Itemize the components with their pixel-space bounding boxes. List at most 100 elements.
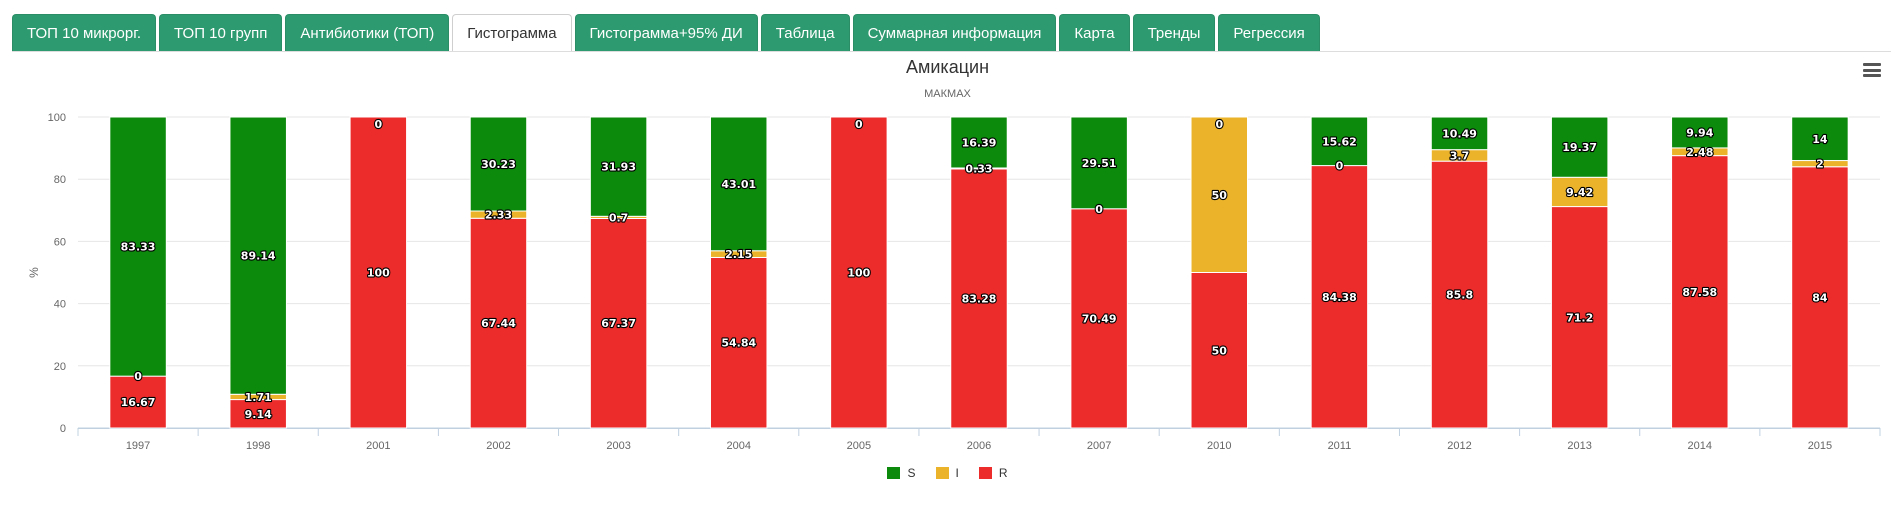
data-label-r-2004: 54.84 [721,337,756,350]
data-label-top-2005: 0 [855,118,863,131]
bar-r-2005 [830,116,888,429]
tab-summary[interactable]: Суммарная информация [852,14,1057,52]
tab-bar: ТОП 10 микрорг. ТОП 10 групп Антибиотики… [12,14,1320,52]
data-label-r-2014: 87.58 [1682,286,1717,299]
tab-table[interactable]: Таблица [760,14,850,52]
bar-r-2002 [469,217,528,429]
chart-title: Амикацин [905,57,990,77]
x-tick-label: 2004 [726,440,750,452]
data-label-s-2014: 9.94 [1686,126,1713,139]
bar-r-1998 [229,399,287,429]
tab-map[interactable]: Карта [1059,14,1130,52]
data-label-r-2015: 84 [1812,291,1828,304]
data-label-i-2014: 2.48 [1686,146,1713,159]
tab-trends[interactable]: Тренды [1132,14,1216,52]
data-label-r-2006: 83.28 [962,292,997,305]
y-tick-label: 60 [54,236,66,248]
data-label-r-2010: 50 [1212,344,1228,357]
x-tick-label: 2003 [606,440,630,452]
stacked-bar-chart: 020406080100%16.67083.3319979.141.7189.1… [27,112,1881,452]
bar-s-2004 [710,116,768,252]
tab-antibiotics-top[interactable]: Антибиотики (ТОП) [285,14,450,52]
bar-r-2012 [1430,160,1489,429]
x-tick-label: 2011 [1328,440,1352,452]
data-label-r-2013: 71.2 [1566,311,1593,324]
data-label-i-2004: 2.15 [725,248,752,261]
data-label-s-2006: 16.39 [962,136,997,149]
data-label-r-2003: 67.37 [601,317,636,330]
legend-item-s[interactable]: S [887,466,916,480]
data-label-s-2010: 0 [1215,118,1223,131]
x-tick-label: 2005 [847,440,871,452]
x-tick-label: 2012 [1447,440,1471,452]
data-label-i-2013: 9.42 [1566,186,1593,199]
data-label-r-2011: 84.38 [1322,291,1357,304]
data-label-s-2013: 19.37 [1562,141,1597,154]
y-axis-title: % [27,267,41,278]
legend-label-r: R [998,466,1008,480]
data-label-i-2011: 0 [1336,160,1344,173]
x-tick-label: 1997 [126,440,150,452]
data-label-i-2006: 0.33 [965,162,992,175]
bar-s-1997 [109,116,167,377]
bar-i-2010 [1190,116,1248,273]
tab-regression[interactable]: Регрессия [1218,14,1320,52]
x-tick-label: 2013 [1567,440,1591,452]
x-tick-label: 2002 [486,440,510,452]
bar-i-2013 [1550,176,1609,208]
y-tick-label: 20 [54,361,66,373]
bar-s-2011 [1310,116,1369,167]
bar-s-2002 [469,116,528,212]
data-label-s-2012: 10.49 [1442,127,1477,140]
bar-s-2012 [1430,116,1489,151]
bar-s-2007 [1070,116,1128,210]
data-label-r-2012: 85.8 [1446,289,1473,302]
y-tick-label: 0 [60,423,66,435]
bar-s-2015 [1791,116,1849,162]
bar-s-2014 [1671,116,1729,149]
data-label-r-1997: 16.67 [121,396,156,409]
data-label-i-1998: 1.71 [245,391,272,404]
tab-histogram-95ci[interactable]: Гистограмма+95% ДИ [574,14,758,52]
bar-r-2015 [1791,166,1849,429]
legend-label-i: I [955,466,959,480]
data-label-i-2003: 0.7 [609,211,629,224]
tab-top10-microorganisms[interactable]: ТОП 10 микрорг. [12,14,157,52]
data-label-i-2007: 0 [1095,203,1103,216]
data-label-s-1998: 89.14 [241,250,276,263]
chart-legend: S I R [0,466,1895,480]
data-label-r-2005: 100 [847,267,870,280]
x-tick-label: 2010 [1207,440,1231,452]
data-label-top-2001: 0 [375,118,383,131]
bar-s-1998 [229,116,287,395]
data-label-i-2012: 3.7 [1450,149,1470,162]
data-label-i-2002: 2.33 [485,209,512,222]
bar-r-2001 [349,116,408,429]
data-label-s-2003: 31.93 [601,161,636,174]
data-label-s-2011: 15.62 [1322,135,1357,148]
y-tick-label: 100 [48,112,66,124]
legend-label-s: S [907,466,916,480]
legend-item-r[interactable]: R [978,466,1008,480]
legend-swatch-s [887,467,901,479]
data-label-s-2015: 14 [1812,133,1828,146]
data-label-r-2001: 100 [367,267,390,280]
legend-item-i[interactable]: I [935,466,959,480]
x-tick-label: 2001 [366,440,390,452]
tab-top10-groups[interactable]: ТОП 10 групп [159,14,283,52]
tab-histogram[interactable]: Гистограмма [452,14,572,52]
data-label-r-1998: 9.14 [245,408,272,421]
chart-subtitle: МАКМАХ [924,88,971,100]
data-label-i-2015: 2 [1816,158,1824,171]
bar-r-2003 [589,217,648,429]
hamburger-menu-icon[interactable] [1863,63,1881,77]
data-label-s-2004: 43.01 [721,178,756,191]
y-tick-label: 40 [54,299,66,311]
y-tick-label: 80 [54,174,66,186]
bar-s-2003 [589,116,648,217]
bar-r-2011 [1310,165,1369,429]
bar-r-1997 [109,375,167,429]
tab-bar-divider [12,51,1891,52]
bar-r-2010 [1190,272,1248,429]
bar-r-2013 [1550,206,1609,429]
